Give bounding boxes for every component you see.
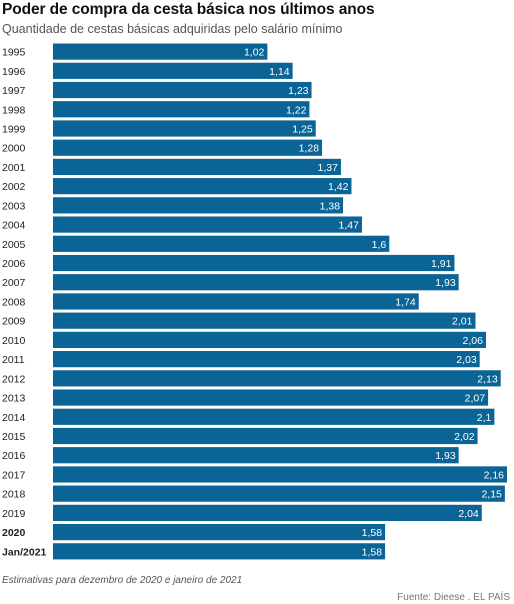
bar-2002 bbox=[53, 178, 352, 195]
category-label-2015: 2015 bbox=[2, 431, 26, 443]
value-label-2005: 1,6 bbox=[372, 239, 387, 251]
category-label-2019: 2019 bbox=[2, 508, 26, 520]
value-label-2012: 2,13 bbox=[477, 373, 498, 385]
chart-subtitle: Quantidade de cestas básicas adquiridas … bbox=[2, 22, 343, 36]
category-label-1998: 1998 bbox=[2, 104, 26, 116]
bar-2018 bbox=[53, 485, 505, 502]
value-label-2020: 1,58 bbox=[362, 527, 383, 539]
value-label-1995: 1,02 bbox=[244, 47, 265, 59]
category-label-2006: 2006 bbox=[2, 258, 26, 270]
category-label-2010: 2010 bbox=[2, 335, 26, 347]
value-label-2003: 1,38 bbox=[320, 200, 341, 212]
bar-1998 bbox=[53, 101, 310, 118]
category-label-2005: 2005 bbox=[2, 239, 26, 251]
bar-jan-2021 bbox=[53, 543, 386, 560]
value-label-2011: 2,03 bbox=[456, 354, 477, 366]
value-label-2010: 2,06 bbox=[463, 335, 484, 347]
value-label-1999: 1,25 bbox=[292, 123, 313, 135]
value-label-2008: 1,74 bbox=[395, 296, 416, 308]
value-label-2002: 1,42 bbox=[328, 181, 349, 193]
value-label-jan-2021: 1,58 bbox=[362, 546, 383, 558]
value-label-2004: 1,47 bbox=[339, 220, 360, 232]
bar-2019 bbox=[53, 504, 482, 521]
value-label-2007: 1,93 bbox=[435, 277, 456, 289]
bar-2010 bbox=[53, 331, 486, 348]
value-label-1998: 1,22 bbox=[286, 104, 307, 116]
category-label-1999: 1999 bbox=[2, 123, 26, 135]
category-label-2004: 2004 bbox=[2, 220, 26, 232]
category-label-2000: 2000 bbox=[2, 143, 26, 155]
bar-1997 bbox=[53, 81, 312, 99]
category-label-1997: 1997 bbox=[2, 85, 26, 97]
bar-1999 bbox=[53, 120, 316, 137]
bar-2006 bbox=[53, 254, 455, 272]
value-label-2000: 1,28 bbox=[299, 143, 320, 155]
bar-2000 bbox=[53, 139, 323, 156]
bar-2016 bbox=[53, 447, 459, 464]
bar-2004 bbox=[53, 216, 362, 233]
bar-2012 bbox=[53, 370, 501, 387]
bar-2011 bbox=[53, 351, 480, 368]
bar-2013 bbox=[53, 389, 489, 406]
category-label-2011: 2011 bbox=[2, 354, 25, 366]
category-label-1995: 1995 bbox=[2, 47, 26, 59]
value-label-1996: 1,14 bbox=[269, 66, 290, 78]
bar-2017 bbox=[53, 466, 507, 483]
bar-1996 bbox=[53, 62, 293, 79]
category-label-2016: 2016 bbox=[2, 450, 26, 462]
category-label-1996: 1996 bbox=[2, 66, 26, 78]
category-label-jan-2021: Jan/2021 bbox=[2, 546, 47, 558]
value-label-2017: 2,16 bbox=[484, 469, 505, 481]
value-label-2018: 2,15 bbox=[481, 489, 502, 501]
source-credit: Fuente: Dieese . EL PAÍS bbox=[397, 592, 510, 603]
category-label-2002: 2002 bbox=[2, 181, 26, 193]
value-label-2009: 2,01 bbox=[452, 316, 473, 328]
bar-2005 bbox=[53, 235, 390, 252]
category-label-2001: 2001 bbox=[2, 162, 26, 174]
chart-title: Poder de compra da cesta básica nos últi… bbox=[2, 1, 375, 18]
value-label-2016: 1,93 bbox=[435, 450, 456, 462]
value-label-2006: 1,91 bbox=[431, 258, 452, 270]
value-label-2013: 2,07 bbox=[465, 393, 486, 405]
category-label-2012: 2012 bbox=[2, 373, 26, 385]
value-label-2001: 1,37 bbox=[318, 162, 339, 174]
footnote: Estimativas para dezembro de 2020 e jane… bbox=[2, 575, 243, 586]
category-label-2014: 2014 bbox=[2, 412, 26, 424]
category-label-2017: 2017 bbox=[2, 469, 26, 481]
value-label-1997: 1,23 bbox=[288, 85, 309, 97]
bar-2009 bbox=[53, 312, 476, 329]
category-label-2008: 2008 bbox=[2, 296, 26, 308]
bar-2015 bbox=[53, 427, 478, 445]
category-label-2020: 2020 bbox=[2, 527, 26, 539]
bar-2020 bbox=[53, 524, 386, 541]
bar-1995 bbox=[53, 43, 268, 60]
bar-2008 bbox=[53, 293, 419, 310]
value-label-2014: 2,1 bbox=[477, 412, 492, 424]
category-label-2003: 2003 bbox=[2, 200, 26, 212]
bar-2007 bbox=[53, 274, 459, 291]
category-label-2009: 2009 bbox=[2, 316, 26, 328]
value-label-2015: 2,02 bbox=[454, 431, 475, 443]
bar-2003 bbox=[53, 197, 344, 214]
category-label-2007: 2007 bbox=[2, 277, 26, 289]
bar-2014 bbox=[53, 408, 495, 425]
category-label-2013: 2013 bbox=[2, 393, 26, 405]
category-label-2018: 2018 bbox=[2, 489, 26, 501]
value-label-2019: 2,04 bbox=[458, 508, 479, 520]
bar-2001 bbox=[53, 158, 341, 176]
